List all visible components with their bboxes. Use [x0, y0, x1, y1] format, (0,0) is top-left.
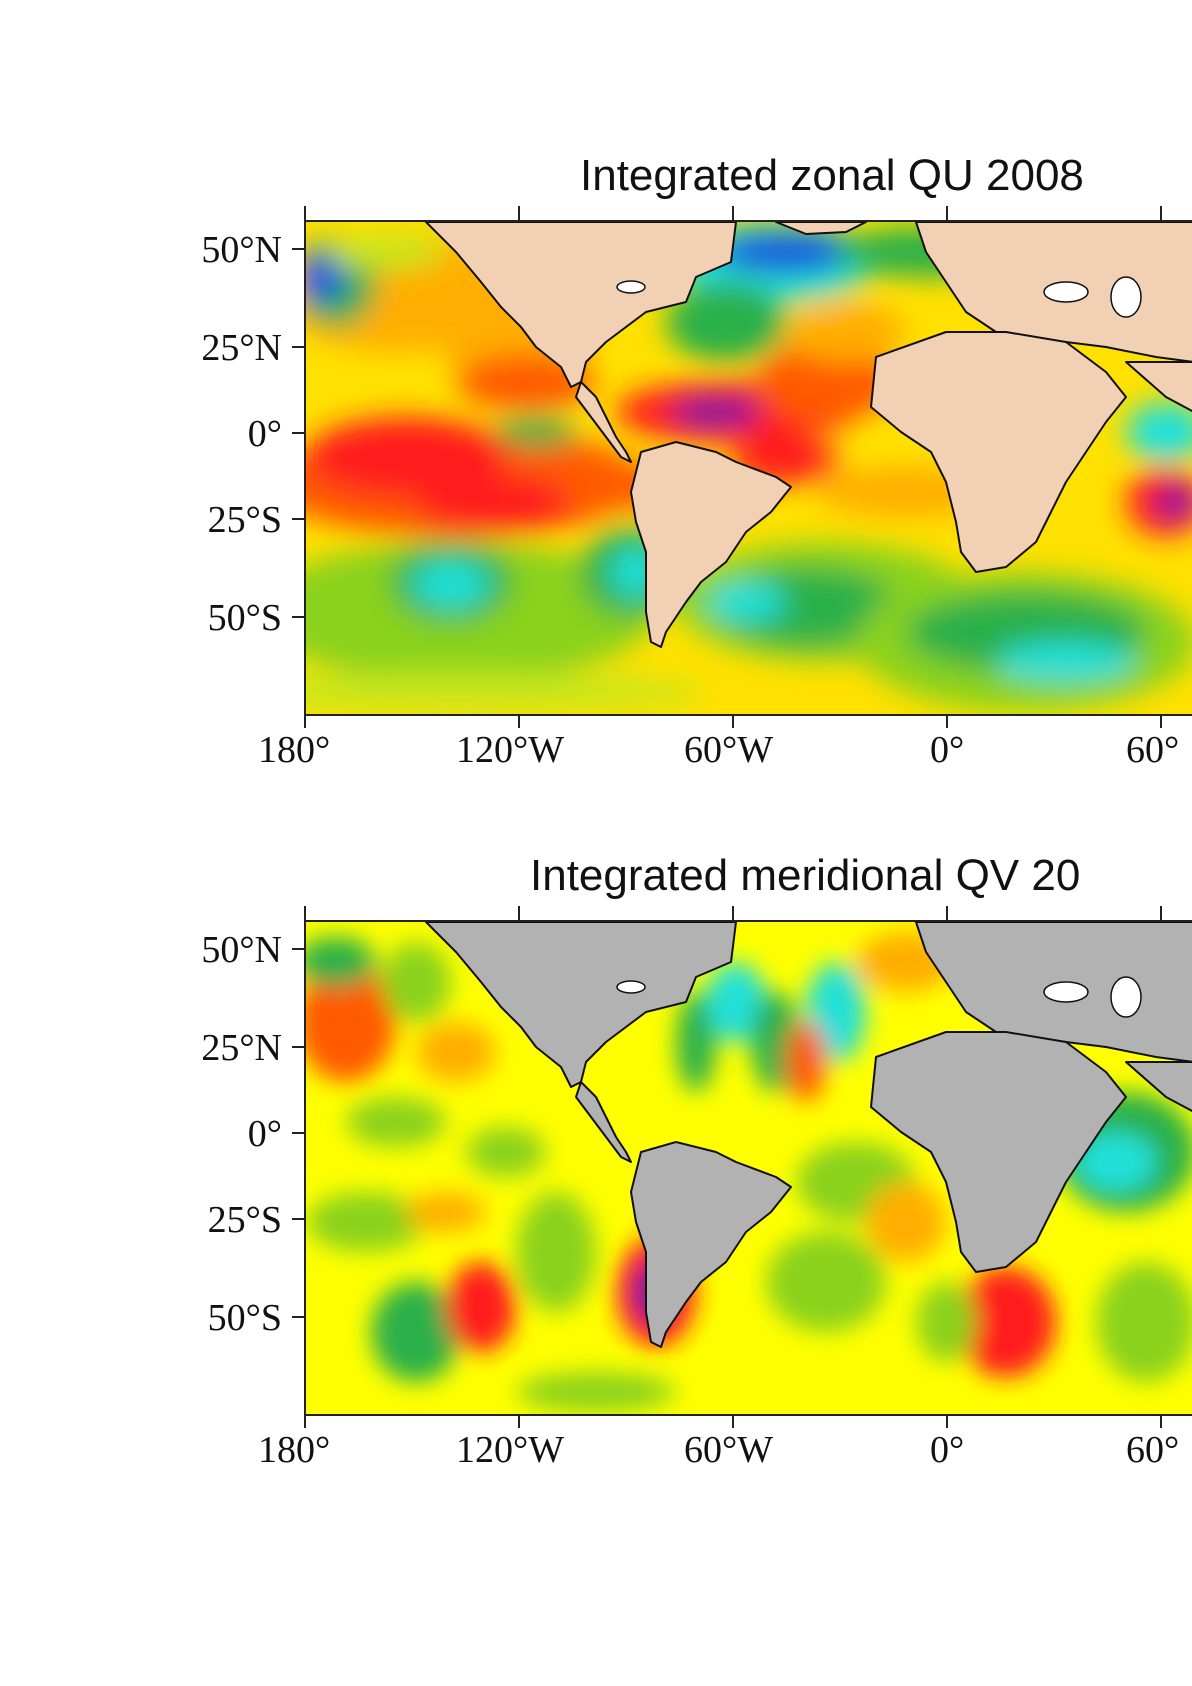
field-blobs — [306, 222, 1192, 712]
lat-tick — [292, 1218, 304, 1220]
lon-tick — [304, 1414, 306, 1428]
lon-label: 120°W — [456, 1429, 565, 1471]
lon-tick-top — [732, 206, 734, 220]
lat-tick — [292, 948, 304, 950]
lon-tick — [518, 1414, 520, 1428]
lon-tick-top — [304, 906, 306, 920]
map-panel-meridional: Integrated meridional QV 20 — [0, 850, 1192, 1490]
lon-tick — [518, 714, 520, 728]
lon-label: 0° — [930, 1429, 965, 1471]
lon-tick — [1160, 1414, 1162, 1428]
lakes — [616, 276, 1142, 318]
lon-tick — [732, 1414, 734, 1428]
lakes — [616, 976, 1142, 1018]
lon-tick-top — [304, 206, 306, 220]
lat-label: 50°N — [201, 229, 282, 271]
panel-title: Integrated meridional QV 20 — [530, 851, 1081, 900]
lat-label: 50°N — [201, 929, 282, 971]
lon-tick-top — [518, 906, 520, 920]
lon-tick — [732, 714, 734, 728]
lon-tick-top — [946, 906, 948, 920]
map-frame — [304, 920, 1192, 1416]
lat-tick — [292, 1316, 304, 1318]
lon-tick-top — [732, 906, 734, 920]
land-africa — [870, 1031, 1127, 1273]
field-map — [306, 922, 1192, 1414]
lon-label: 120°W — [456, 729, 565, 771]
lon-tick-top — [1160, 206, 1162, 220]
land-central-america — [575, 1081, 632, 1163]
lat-tick — [292, 1046, 304, 1048]
lon-label: 60° — [1126, 729, 1180, 771]
lon-tick-top — [518, 206, 520, 220]
lat-label: 50°S — [207, 1297, 282, 1339]
land-south-america — [630, 1141, 792, 1348]
lat-label: 0° — [247, 1113, 282, 1155]
lon-tick-top — [1160, 906, 1162, 920]
map-frame — [304, 220, 1192, 716]
lat-tick — [292, 432, 304, 434]
lon-label: 180° — [258, 1429, 331, 1471]
lat-label: 25°N — [201, 327, 282, 369]
lat-tick — [292, 1132, 304, 1134]
lon-label: 180° — [258, 729, 331, 771]
lat-tick — [292, 616, 304, 618]
lat-tick — [292, 346, 304, 348]
lon-tick — [304, 714, 306, 728]
land-greenland-edge — [775, 222, 867, 235]
lat-label: 0° — [247, 413, 282, 455]
field-blobs — [306, 932, 1192, 1412]
lat-label: 25°S — [207, 1199, 282, 1241]
map-panel-zonal: Integrated zonal QU 2008 — [0, 150, 1192, 790]
land-arabia-edge — [1125, 361, 1192, 413]
lat-tick — [292, 248, 304, 250]
lon-label: 60°W — [684, 729, 774, 771]
land-masses — [425, 922, 1192, 1348]
lon-tick-top — [946, 206, 948, 220]
land-arabia-edge — [1125, 1061, 1192, 1113]
lat-label: 25°N — [201, 1027, 282, 1069]
lon-tick — [946, 714, 948, 728]
lon-label: 0° — [930, 729, 965, 771]
lat-label: 50°S — [207, 597, 282, 639]
lon-label: 60° — [1126, 1429, 1180, 1471]
lon-label: 60°W — [684, 1429, 774, 1471]
land-central-america — [575, 381, 632, 463]
lon-tick — [1160, 714, 1162, 728]
land-africa — [870, 331, 1127, 573]
lon-tick — [946, 1414, 948, 1428]
lat-label: 25°S — [207, 499, 282, 541]
lat-tick — [292, 518, 304, 520]
land-south-america — [630, 441, 792, 648]
panel-title: Integrated zonal QU 2008 — [580, 151, 1084, 200]
field-map — [306, 222, 1192, 714]
